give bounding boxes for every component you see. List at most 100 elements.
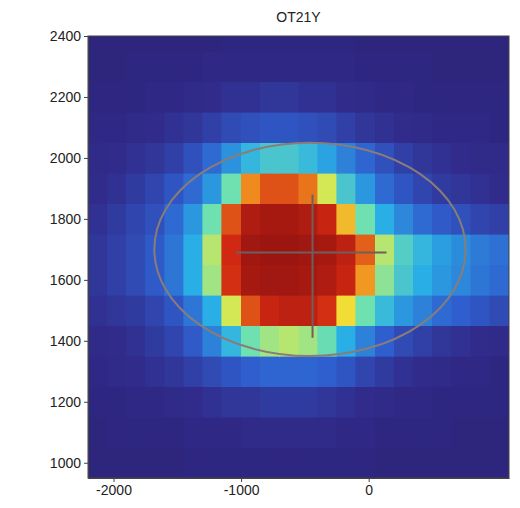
heat-cell [279, 387, 298, 417]
heat-cell [356, 387, 375, 417]
heat-cell [241, 36, 260, 51]
heat-cell [490, 295, 509, 325]
heat-cell [203, 82, 222, 112]
heat-cell [452, 326, 471, 356]
heat-cell [107, 204, 126, 234]
heat-cell [260, 112, 279, 142]
heat-cell [260, 204, 279, 234]
tick-label: -1000 [224, 482, 260, 498]
heat-cell [88, 448, 107, 478]
heat-cell [471, 265, 490, 295]
heat-cell [222, 82, 241, 112]
heat-cell [394, 265, 413, 295]
heat-cell [471, 417, 490, 447]
heat-cell [356, 204, 375, 234]
tick-mark [84, 280, 88, 281]
heat-cell [184, 234, 203, 264]
tick-label: 2200 [50, 89, 81, 105]
heat-cell [203, 265, 222, 295]
heat-cell [88, 82, 107, 112]
heat-cell [471, 356, 490, 386]
tick-label: 1600 [50, 272, 81, 288]
tick: 1400 [50, 333, 88, 349]
heat-cell [107, 234, 126, 264]
crosshair-vertical [312, 195, 314, 338]
heat-cell [279, 326, 298, 356]
heat-cell [490, 448, 509, 478]
heat-cell [241, 387, 260, 417]
heat-cell [432, 143, 451, 173]
heat-cell [337, 82, 356, 112]
heat-cell [260, 265, 279, 295]
heat-cell [356, 234, 375, 264]
heat-cell [375, 112, 394, 142]
heat-cell [375, 295, 394, 325]
heat-cell [413, 173, 432, 203]
heat-cell [299, 143, 318, 173]
heat-cell [184, 36, 203, 51]
heat-cell [203, 417, 222, 447]
heat-cell [126, 204, 145, 234]
y-axis: 10001200140016001800200022002400 [50, 28, 89, 479]
heat-cell [145, 387, 164, 417]
heat-cell [184, 448, 203, 478]
heat-cell [203, 51, 222, 81]
heat-cell [203, 234, 222, 264]
heat-cell [203, 112, 222, 142]
heat-cell [88, 112, 107, 142]
heat-cell [145, 143, 164, 173]
heat-cell [356, 295, 375, 325]
heat-cell [337, 51, 356, 81]
heat-cell [337, 448, 356, 478]
heat-cell [299, 356, 318, 386]
heat-cell [375, 448, 394, 478]
heat-cell [165, 234, 184, 264]
heat-cell [279, 143, 298, 173]
heat-cell [126, 173, 145, 203]
heat-cell [318, 265, 337, 295]
heat-cell [279, 82, 298, 112]
heat-cell [394, 36, 413, 51]
heat-cell [279, 234, 298, 264]
heat-cell [299, 173, 318, 203]
heat-cell [107, 112, 126, 142]
heat-cell [413, 51, 432, 81]
crosshair-horizontal [236, 251, 387, 253]
heat-cell [375, 387, 394, 417]
heat-cell [413, 234, 432, 264]
heat-cell [203, 173, 222, 203]
heat-cell [490, 112, 509, 142]
heat-cell [452, 112, 471, 142]
heat-cell [452, 234, 471, 264]
heat-cell [184, 387, 203, 417]
heat-cell [222, 173, 241, 203]
heat-cell [337, 356, 356, 386]
heat-cell [145, 326, 164, 356]
heat-cell [203, 326, 222, 356]
heat-cell [318, 356, 337, 386]
heat-cell [394, 234, 413, 264]
heat-cell [318, 36, 337, 51]
heat-cell [413, 143, 432, 173]
heat-cell [318, 112, 337, 142]
heat-cell [394, 387, 413, 417]
tick: 1800 [50, 211, 88, 227]
heat-cell [88, 265, 107, 295]
heat-cell [375, 234, 394, 264]
heat-cell [299, 204, 318, 234]
heat-cell [222, 204, 241, 234]
heat-cell [432, 173, 451, 203]
tick-mark [84, 219, 88, 220]
heat-cell [165, 326, 184, 356]
heat-cell [471, 51, 490, 81]
heat-cell [375, 173, 394, 203]
heat-cell [88, 326, 107, 356]
heat-cell [165, 387, 184, 417]
heat-cell [318, 448, 337, 478]
heat-cell [490, 326, 509, 356]
heat-cell [413, 448, 432, 478]
heat-cell [375, 82, 394, 112]
heat-cell [165, 82, 184, 112]
heat-cell [203, 387, 222, 417]
heat-cell [145, 295, 164, 325]
